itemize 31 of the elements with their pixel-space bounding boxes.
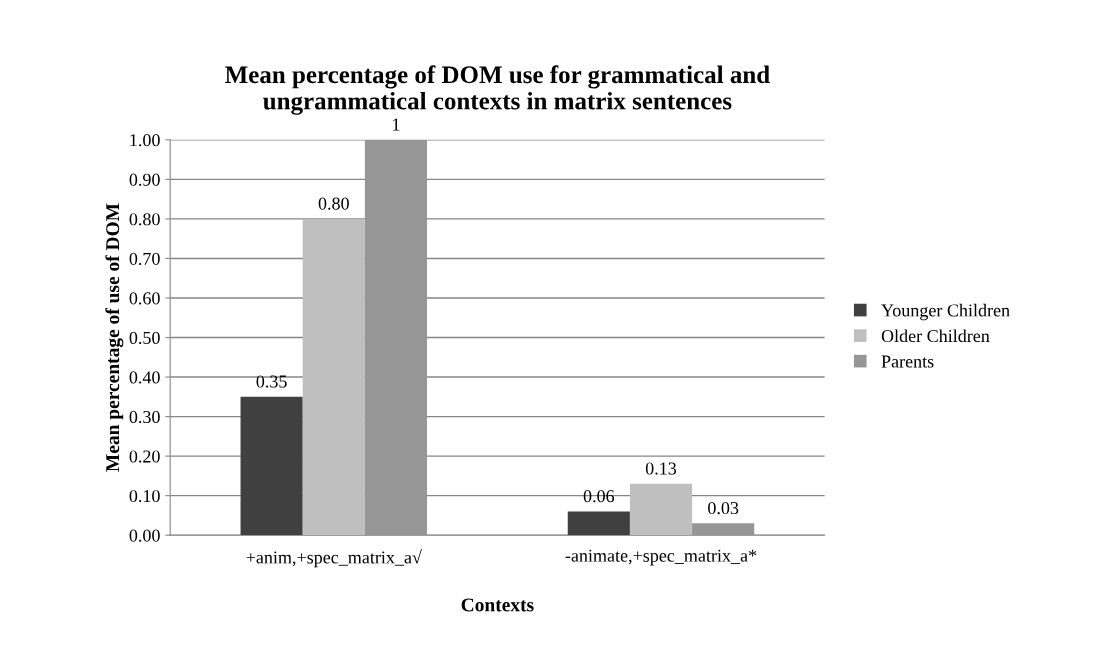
bar <box>692 523 755 536</box>
y-tick-label: 0.90 <box>129 173 160 186</box>
data-label: 0.03 <box>708 501 739 515</box>
y-tick-label: 0.50 <box>129 331 160 345</box>
legend-label: Older Children <box>881 329 990 343</box>
data-label: 0.35 <box>256 375 287 388</box>
data-label: 0.13 <box>645 462 677 475</box>
y-tick-label: 0.80 <box>129 213 160 226</box>
y-tick-label: 1.00 <box>130 134 160 147</box>
y-tick-label: 0.70 <box>129 252 160 265</box>
bar <box>302 218 365 536</box>
y-tick-label: 0.40 <box>129 371 160 384</box>
data-label: 0.06 <box>583 490 615 503</box>
bar <box>240 396 303 536</box>
x-axis-title: Contexts <box>461 598 534 612</box>
y-tick-label: 0.20 <box>129 450 160 463</box>
x-tick-label: +anim,+spec_matrix_a√ <box>246 549 422 568</box>
data-label: 1 <box>393 118 400 131</box>
y-tick-label: 0.30 <box>129 410 160 424</box>
bar <box>567 511 630 536</box>
bar <box>629 483 693 536</box>
legend-label: Younger Children <box>881 303 1010 321</box>
chart-title: Mean percentage of DOM use for grammatical and ungrammatical contexts in matrix sentences <box>225 65 770 115</box>
x-tick-label: -animate,+spec_matrix_a* <box>565 549 757 566</box>
data-label: 0.80 <box>318 197 349 210</box>
bar <box>364 139 428 536</box>
legend-label: Parents <box>881 355 934 368</box>
y-axis-title: Mean percentage of use of DOM <box>105 203 124 472</box>
y-tick-label: 0.10 <box>129 489 160 503</box>
y-tick-label: 0.60 <box>129 292 160 305</box>
y-tick-label: 0.00 <box>129 529 160 542</box>
